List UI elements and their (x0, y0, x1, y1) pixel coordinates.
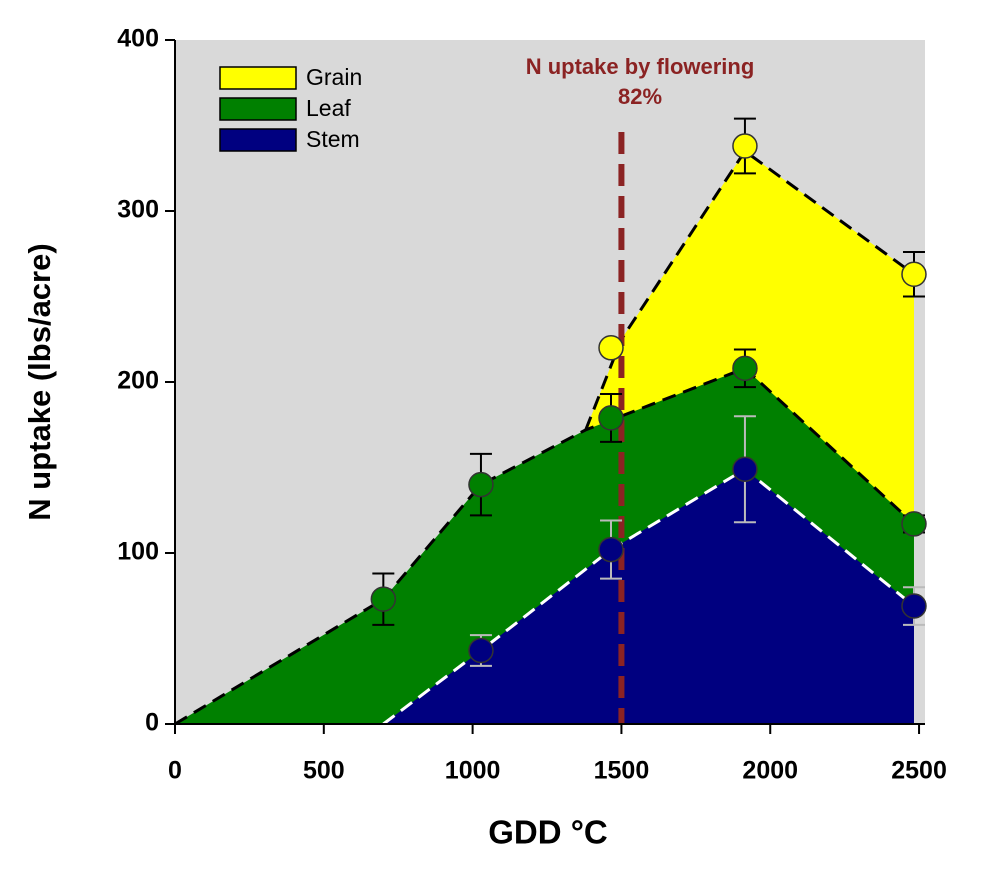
marker (732, 456, 758, 482)
area-line (174, 366, 916, 726)
marker (732, 133, 758, 159)
legend-swatch (219, 66, 297, 90)
marker (732, 355, 758, 382)
y-tick-label: 400 (117, 25, 159, 53)
marker (901, 261, 927, 288)
legend-label: Grain (306, 64, 362, 90)
marker (598, 405, 624, 431)
y-tick-label: 0 (145, 709, 159, 737)
annotation-text: N uptake by flowering (526, 54, 755, 79)
marker (598, 536, 624, 563)
x-tick-label: 0 (168, 757, 182, 785)
marker (468, 471, 494, 498)
legend-label: Stem (306, 126, 360, 152)
marker (468, 637, 494, 664)
marker (598, 335, 624, 361)
legend-swatch (219, 128, 297, 152)
x-tick-label: 1500 (594, 757, 650, 785)
y-tick-label: 100 (117, 538, 159, 566)
area (383, 469, 914, 724)
x-tick-label: 1000 (445, 757, 501, 785)
x-tick-label: 2000 (742, 757, 798, 785)
y-tick-label: 200 (117, 367, 159, 395)
x-tick-label: 2500 (891, 757, 947, 785)
marker (901, 593, 927, 619)
y-axis-label: N uptake (lbs/acre) (22, 243, 57, 520)
annotation-value: 82% (618, 84, 662, 109)
x-axis-label: GDD °C (488, 814, 608, 851)
area-line (584, 149, 915, 431)
legend-swatch (219, 97, 297, 121)
marker (370, 586, 397, 612)
y-tick-label: 300 (117, 196, 159, 224)
marker (901, 511, 927, 537)
x-tick-label: 500 (303, 757, 345, 785)
legend-label: Leaf (306, 95, 351, 121)
